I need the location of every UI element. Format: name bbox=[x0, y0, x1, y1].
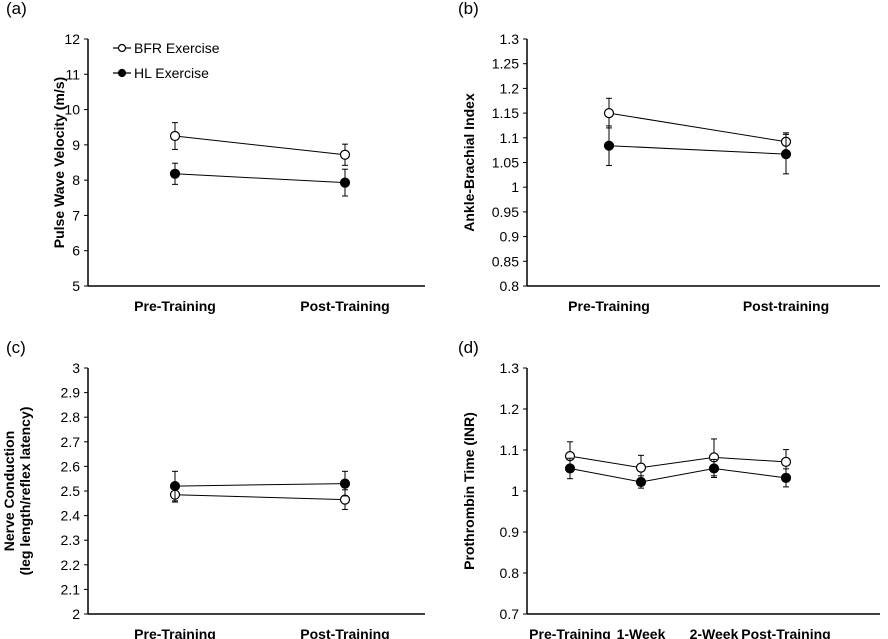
legend-marker-hl bbox=[117, 68, 127, 78]
data-point bbox=[169, 480, 181, 492]
y-tick-label: 7 bbox=[72, 207, 80, 223]
y-tick-label: 3 bbox=[72, 360, 80, 376]
y-axis-label: Ankle-Brachial Index bbox=[461, 93, 477, 232]
x-category-label: Post-training bbox=[743, 298, 829, 314]
x-category-label: Post-Training bbox=[300, 626, 389, 639]
y-tick-label: 2.4 bbox=[61, 508, 81, 524]
y-tick-label: 1 bbox=[511, 179, 519, 195]
legend-marker-bfr bbox=[117, 43, 127, 53]
y-tick-label: 9 bbox=[72, 137, 80, 153]
series-hl bbox=[169, 162, 351, 197]
series-hl bbox=[603, 125, 792, 175]
x-category-label: 2-Week bbox=[690, 626, 739, 639]
x-category-label: Pre-Training bbox=[134, 298, 216, 314]
series-line bbox=[174, 494, 346, 501]
series-line bbox=[174, 135, 346, 156]
legend-item-bfr: BFR Exercise bbox=[113, 40, 220, 56]
series-line bbox=[569, 467, 787, 483]
data-point bbox=[603, 140, 615, 151]
data-point bbox=[708, 463, 720, 474]
y-tick-label: 2.5 bbox=[61, 483, 81, 499]
legend-label-bfr: BFR Exercise bbox=[134, 40, 220, 56]
series-bfr bbox=[169, 122, 351, 166]
legend-item-hl: HL Exercise bbox=[113, 65, 209, 81]
y-tick-label: 6 bbox=[72, 243, 80, 259]
y-tick-label: 0.85 bbox=[492, 253, 519, 269]
y-tick-label: 10 bbox=[64, 102, 80, 118]
y-axis-label: Prothrombin Time (INR) bbox=[461, 412, 477, 570]
panel-a-label: (a) bbox=[6, 0, 27, 18]
data-point bbox=[564, 463, 576, 474]
legend-label-hl: HL Exercise bbox=[134, 65, 209, 81]
y-tick-label: 1 bbox=[511, 483, 519, 499]
panel-a: (a) 5 6 7 8 9 10 11 12 Pre-Training Post-Training P… bbox=[6, 0, 425, 314]
y-tick-label: 2.9 bbox=[61, 385, 81, 401]
panel-c: (c) 2 2.1 2.2 2.3 2.4 2.5 2.6 2.7 2.8 2.9 3 Pre-Trai… bbox=[1, 338, 425, 639]
x-category-label: 1-Week bbox=[617, 626, 666, 639]
series-bfr bbox=[603, 97, 792, 152]
data-point bbox=[339, 478, 351, 489]
x-category-label: Post-Training bbox=[300, 298, 389, 314]
data-point bbox=[169, 130, 181, 142]
data-point bbox=[635, 476, 647, 488]
y-tick-label: 1.1 bbox=[500, 442, 520, 458]
y-axis-label: Pulse Wave Velocity (m/s) bbox=[51, 77, 67, 248]
x-category-label: Pre-Training bbox=[529, 626, 611, 639]
y-tick-label: 1.3 bbox=[500, 360, 520, 376]
series-line bbox=[608, 145, 787, 155]
y-tick-label: 0.7 bbox=[500, 606, 520, 622]
y-tick-label: 1.2 bbox=[500, 80, 520, 96]
data-point bbox=[339, 149, 351, 160]
y-tick-label: 2.7 bbox=[61, 434, 81, 450]
y-tick-label: 2.6 bbox=[61, 458, 81, 474]
panel-d: (d) 0.7 0.8 0.9 1 1.1 1.2 1.3 Pre-Training 1-Week… bbox=[458, 338, 880, 639]
panel-b: (b) 0.8 0.85 0.9 0.95 1 1.05 1.1 1.15 1.2 1.25 1.3 P… bbox=[458, 0, 880, 314]
x-category-label: Post-Training bbox=[741, 626, 830, 639]
data-point bbox=[635, 462, 647, 473]
data-point bbox=[780, 456, 792, 467]
x-category-label: Pre-Training bbox=[134, 626, 216, 639]
data-point bbox=[780, 149, 792, 160]
series-line bbox=[174, 173, 346, 184]
y-tick-label: 8 bbox=[72, 172, 80, 188]
series-line bbox=[608, 112, 787, 143]
y-tick-label: 1.1 bbox=[500, 130, 520, 146]
y-tick-label: 1.2 bbox=[500, 401, 520, 417]
x-category-label: Pre-Training bbox=[568, 298, 650, 314]
series-hl bbox=[564, 457, 792, 489]
data-point bbox=[339, 494, 351, 505]
y-tick-label: 2 bbox=[72, 606, 80, 622]
y-tick-label: 1.25 bbox=[492, 56, 519, 72]
data-point bbox=[780, 472, 792, 483]
y-tick-label: 0.9 bbox=[500, 524, 520, 540]
panel-b-label: (b) bbox=[458, 0, 479, 18]
y-tick-label: 2.3 bbox=[61, 532, 81, 548]
y-tick-label: 0.95 bbox=[492, 204, 519, 220]
panel-c-label: (c) bbox=[6, 338, 26, 357]
panel-d-label: (d) bbox=[458, 338, 479, 357]
y-tick-label: 2.1 bbox=[61, 581, 81, 597]
y-tick-label: 1.05 bbox=[492, 155, 519, 171]
series-bfr bbox=[169, 486, 351, 510]
y-tick-label: 0.8 bbox=[500, 565, 520, 581]
data-point bbox=[603, 107, 615, 119]
data-point bbox=[169, 168, 181, 179]
y-tick-label: 2.2 bbox=[61, 557, 81, 573]
y-tick-label: 11 bbox=[65, 66, 80, 82]
series-line bbox=[569, 455, 787, 469]
y-tick-label: 12 bbox=[64, 31, 80, 47]
y-axis-label: (leg length/reflex latency) bbox=[17, 407, 33, 576]
y-tick-label: 2.8 bbox=[61, 409, 81, 425]
legend: BFR Exercise HL Exercise bbox=[113, 40, 220, 81]
series-line bbox=[174, 483, 346, 487]
data-point bbox=[339, 177, 351, 188]
series-hl bbox=[169, 470, 351, 502]
y-tick-label: 5 bbox=[72, 278, 80, 294]
y-tick-label: 1.15 bbox=[492, 105, 519, 121]
y-tick-label: 0.8 bbox=[500, 278, 520, 294]
y-axis-label: Nerve Conduction bbox=[1, 431, 17, 552]
y-tick-label: 1.3 bbox=[500, 31, 520, 47]
y-tick-label: 0.9 bbox=[500, 229, 520, 245]
